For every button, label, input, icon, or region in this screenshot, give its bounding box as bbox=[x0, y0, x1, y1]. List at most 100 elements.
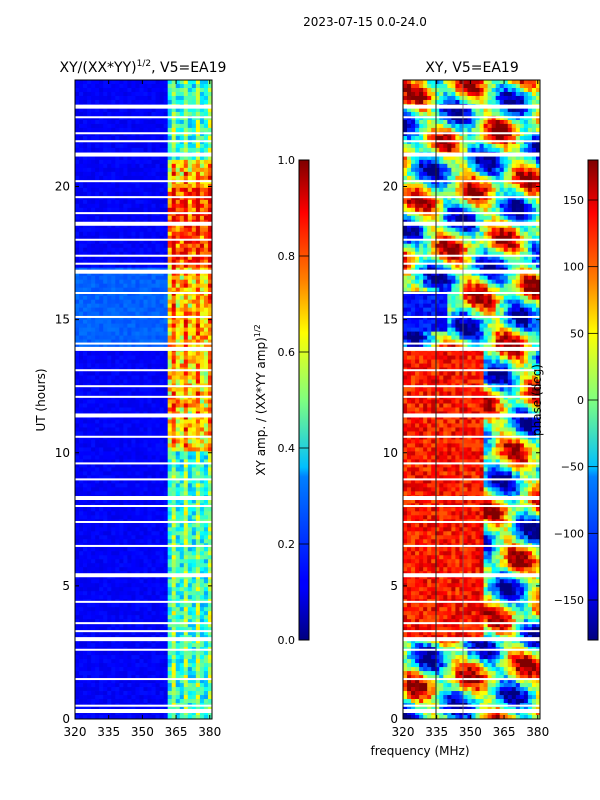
heatmap-cell bbox=[139, 663, 144, 668]
heatmap-cell bbox=[207, 651, 213, 656]
heatmap-cell bbox=[83, 231, 88, 237]
heatmap-cell bbox=[95, 183, 100, 189]
heatmap-cell bbox=[107, 271, 112, 277]
heatmap-cell bbox=[159, 259, 165, 265]
heatmap-cell bbox=[167, 359, 173, 364]
heatmap-cell bbox=[159, 80, 165, 85]
heatmap-cell bbox=[179, 351, 185, 356]
heatmap-cell bbox=[195, 183, 201, 189]
heatmap-cell bbox=[195, 327, 201, 332]
heatmap-cell bbox=[195, 623, 201, 628]
heatmap-cell bbox=[195, 619, 201, 624]
heatmap-cell bbox=[115, 107, 120, 113]
heatmap-cell bbox=[203, 459, 209, 464]
heatmap-cell bbox=[123, 307, 128, 313]
heatmap-cell bbox=[131, 567, 136, 572]
heatmap-cell bbox=[123, 471, 128, 476]
heatmap-cell bbox=[151, 499, 156, 504]
heatmap-cell bbox=[199, 595, 205, 600]
heatmap-cell bbox=[135, 299, 140, 305]
heatmap-cell bbox=[179, 95, 185, 101]
heatmap-cell bbox=[175, 499, 181, 504]
heatmap-cell bbox=[155, 627, 161, 632]
heatmap-cell bbox=[135, 531, 140, 536]
heatmap-cell bbox=[187, 459, 193, 464]
heatmap-cell bbox=[119, 271, 124, 277]
heatmap-cell bbox=[107, 387, 112, 392]
heatmap-cell bbox=[107, 643, 112, 648]
heatmap-cell bbox=[111, 263, 116, 269]
heatmap-cell bbox=[135, 563, 140, 568]
heatmap-cell bbox=[143, 615, 148, 620]
heatmap-cell bbox=[171, 463, 177, 468]
heatmap-cell bbox=[195, 91, 201, 97]
heatmap-cell bbox=[159, 163, 165, 169]
heatmap-cell bbox=[191, 359, 197, 364]
heatmap-cell bbox=[187, 303, 193, 309]
heatmap-cell bbox=[115, 363, 120, 368]
heatmap-cell bbox=[119, 99, 124, 105]
heatmap-cell bbox=[75, 603, 80, 608]
heatmap-cell bbox=[139, 255, 144, 261]
heatmap-cell bbox=[99, 575, 104, 580]
heatmap-cell bbox=[175, 255, 181, 261]
heatmap-cell bbox=[111, 247, 116, 253]
heatmap-cell bbox=[79, 559, 84, 564]
heatmap-cell bbox=[95, 355, 100, 360]
heatmap-cell bbox=[163, 323, 169, 329]
heatmap-cell bbox=[99, 407, 104, 412]
heatmap-cell bbox=[179, 535, 185, 540]
heatmap-cell bbox=[199, 499, 205, 504]
heatmap-cell bbox=[175, 507, 181, 512]
heatmap-cell bbox=[183, 491, 189, 496]
heatmap-cell bbox=[175, 307, 181, 313]
heatmap-cell bbox=[167, 515, 173, 520]
heatmap-cell bbox=[159, 175, 165, 181]
heatmap-cell bbox=[115, 387, 120, 392]
heatmap-cell bbox=[115, 323, 120, 329]
heatmap-cell bbox=[151, 335, 156, 340]
heatmap-cell bbox=[187, 91, 193, 97]
heatmap-cell bbox=[159, 359, 165, 364]
heatmap-cell bbox=[195, 307, 201, 313]
heatmap-cell bbox=[195, 351, 201, 356]
heatmap-cell bbox=[175, 567, 181, 572]
heatmap-cell bbox=[155, 339, 161, 344]
heatmap-cell bbox=[183, 95, 189, 101]
heatmap-cell bbox=[207, 487, 213, 492]
heatmap-cell bbox=[139, 251, 144, 257]
heatmap-cell bbox=[95, 223, 100, 229]
heatmap-cell bbox=[203, 247, 209, 253]
heatmap-cell bbox=[135, 607, 140, 612]
heatmap-cell bbox=[83, 475, 88, 480]
heatmap-cell bbox=[187, 123, 193, 129]
heatmap-cell bbox=[151, 487, 156, 492]
heatmap-cell bbox=[139, 491, 144, 496]
heatmap-cell bbox=[143, 467, 148, 472]
heatmap-cell bbox=[115, 415, 120, 420]
heatmap-cell bbox=[79, 523, 84, 528]
heatmap-cell bbox=[159, 183, 165, 189]
heatmap-cell bbox=[195, 459, 201, 464]
heatmap-cell bbox=[103, 319, 108, 325]
heatmap-cell bbox=[75, 275, 80, 281]
heatmap-cell bbox=[107, 535, 112, 540]
heatmap-cell bbox=[151, 123, 156, 129]
heatmap-cell bbox=[163, 251, 169, 257]
heatmap-cell bbox=[139, 135, 144, 141]
heatmap-cell bbox=[75, 579, 80, 584]
heatmap-cell bbox=[139, 631, 144, 636]
heatmap-cell bbox=[131, 659, 136, 664]
heatmap-cell bbox=[163, 295, 169, 301]
heatmap-cell bbox=[131, 651, 136, 656]
heatmap-cell bbox=[75, 475, 80, 480]
heatmap-cell bbox=[119, 623, 124, 628]
heatmap-cell bbox=[203, 255, 209, 261]
heatmap-cell bbox=[87, 95, 92, 101]
heatmap-cell bbox=[183, 615, 189, 620]
heatmap-cell bbox=[191, 639, 197, 644]
heatmap-cell bbox=[91, 363, 96, 368]
heatmap-cell bbox=[199, 207, 205, 213]
heatmap-cell bbox=[203, 275, 209, 281]
heatmap-cell bbox=[95, 467, 100, 472]
